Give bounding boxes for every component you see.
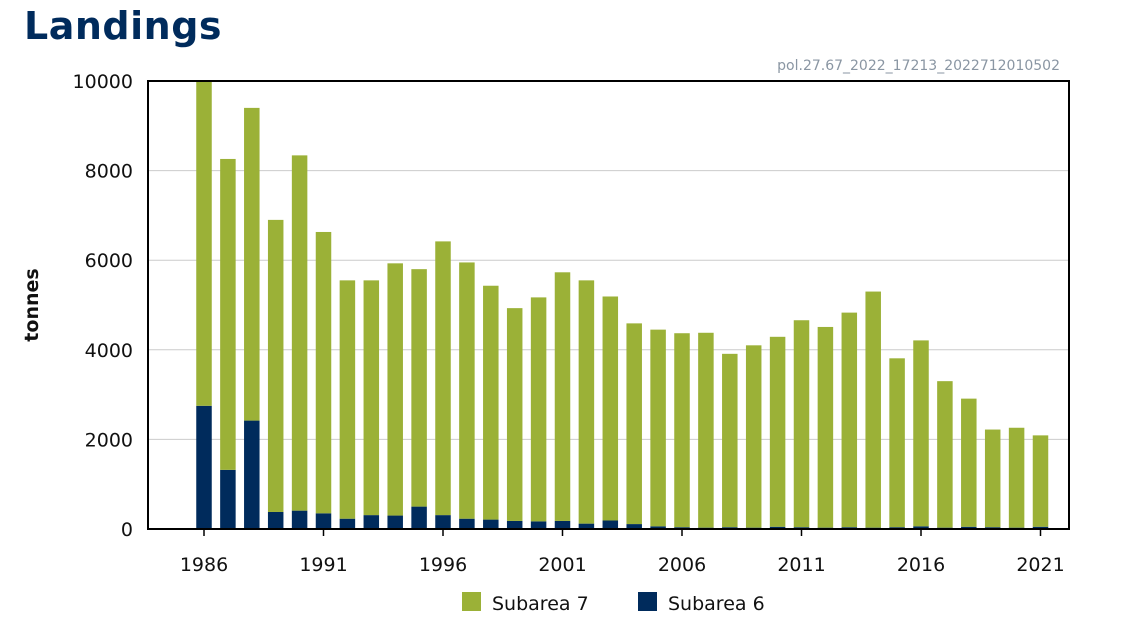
legend-label: Subarea 7 — [492, 593, 589, 615]
legend-swatch — [462, 592, 481, 611]
bar-subarea-7 — [411, 269, 427, 507]
source-id: pol.27.67_2022_17213_2022712010502 — [777, 58, 1060, 74]
bar-subarea-7 — [650, 329, 666, 527]
y-tick-label: 8000 — [85, 161, 133, 183]
x-tick-label: 1996 — [419, 554, 467, 576]
bar-subarea-7 — [913, 340, 929, 527]
bar-subarea-6 — [339, 518, 356, 529]
y-tick-label: 2000 — [85, 429, 133, 451]
page-title: Landings — [24, 4, 223, 48]
bar-subarea-7 — [267, 219, 284, 512]
bar-subarea-6 — [769, 526, 786, 529]
bar-subarea-7 — [554, 272, 571, 521]
bar-subarea-6 — [244, 420, 260, 529]
bar-subarea-7 — [435, 241, 451, 516]
bar-subarea-7 — [984, 429, 1001, 528]
bar-subarea-6 — [435, 515, 451, 529]
bar-subarea-6 — [530, 521, 547, 529]
bar-subarea-7 — [291, 155, 308, 511]
y-axis-label: tonnes — [21, 268, 43, 341]
bar-subarea-6 — [267, 511, 284, 529]
x-tick-label: 2021 — [1016, 554, 1064, 576]
bar-subarea-6 — [196, 405, 212, 529]
bar-subarea-7 — [530, 297, 547, 522]
bar-subarea-6 — [602, 520, 619, 529]
bar-subarea-6 — [220, 469, 236, 529]
bar-subarea-6 — [315, 513, 332, 529]
bar-subarea-7 — [698, 332, 714, 528]
bar-subarea-6 — [626, 524, 642, 529]
bar-subarea-6 — [459, 518, 475, 529]
plot-frame — [147, 80, 1070, 530]
bar-subarea-7 — [674, 333, 690, 528]
bar-subarea-7 — [889, 358, 905, 528]
x-tick-label: 1991 — [299, 554, 347, 576]
bar-subarea-7 — [196, 80, 212, 406]
bar-subarea-7 — [1032, 435, 1049, 527]
bar-subarea-7 — [483, 285, 499, 520]
bar-subarea-6 — [1032, 526, 1049, 529]
bar-subarea-7 — [841, 312, 858, 528]
bar-subarea-7 — [865, 291, 881, 528]
x-tick-label: 2016 — [897, 554, 945, 576]
bar-subarea-6 — [291, 510, 308, 529]
bar-subarea-6 — [578, 523, 595, 529]
bar-subarea-7 — [363, 280, 380, 516]
legend: Subarea 7 Subarea 6 — [462, 592, 765, 615]
bar-subarea-7 — [602, 296, 619, 521]
bar-subarea-6 — [913, 526, 929, 529]
bar-subarea-7 — [244, 107, 260, 421]
bar-subarea-7 — [506, 308, 523, 521]
y-axis-ticks: 0 2000 4000 6000 8000 10000 — [73, 71, 133, 541]
bar-subarea-6 — [650, 526, 666, 529]
bar-subarea-7 — [387, 263, 403, 516]
bar-subarea-6 — [363, 515, 380, 529]
bar-subarea-7 — [722, 353, 738, 528]
bar-subarea-6 — [387, 515, 403, 529]
x-axis-ticks: 1986 1991 1996 2001 2006 2011 2016 2021 — [180, 529, 1065, 576]
legend-label: Subarea 6 — [668, 593, 765, 615]
bar-subarea-7 — [315, 231, 332, 514]
bar-subarea-7 — [961, 398, 977, 527]
bar-subarea-6 — [554, 520, 571, 529]
y-tick-label: 10000 — [73, 71, 133, 93]
x-tick-label: 2001 — [538, 554, 586, 576]
bar-subarea-7 — [793, 320, 810, 528]
y-tick-label: 0 — [121, 519, 133, 541]
bars-group — [196, 80, 1049, 529]
y-tick-label: 4000 — [85, 340, 133, 362]
bar-subarea-6 — [961, 526, 977, 529]
bar-subarea-7 — [1008, 427, 1025, 528]
legend-swatch — [638, 592, 657, 611]
bar-subarea-7 — [817, 326, 834, 528]
bar-subarea-7 — [220, 158, 236, 470]
bar-subarea-7 — [459, 262, 475, 519]
bar-subarea-7 — [578, 280, 595, 524]
bar-subarea-6 — [483, 519, 499, 529]
x-tick-label: 2011 — [777, 554, 825, 576]
bar-subarea-7 — [339, 280, 356, 519]
bar-subarea-7 — [626, 323, 642, 525]
x-tick-label: 1986 — [180, 554, 228, 576]
x-tick-label: 2006 — [658, 554, 706, 576]
bar-subarea-7 — [937, 381, 953, 528]
bar-subarea-7 — [769, 336, 786, 527]
y-tick-label: 6000 — [85, 250, 133, 272]
bar-subarea-7 — [745, 345, 762, 528]
bar-subarea-6 — [411, 506, 427, 529]
bar-subarea-6 — [506, 520, 523, 529]
